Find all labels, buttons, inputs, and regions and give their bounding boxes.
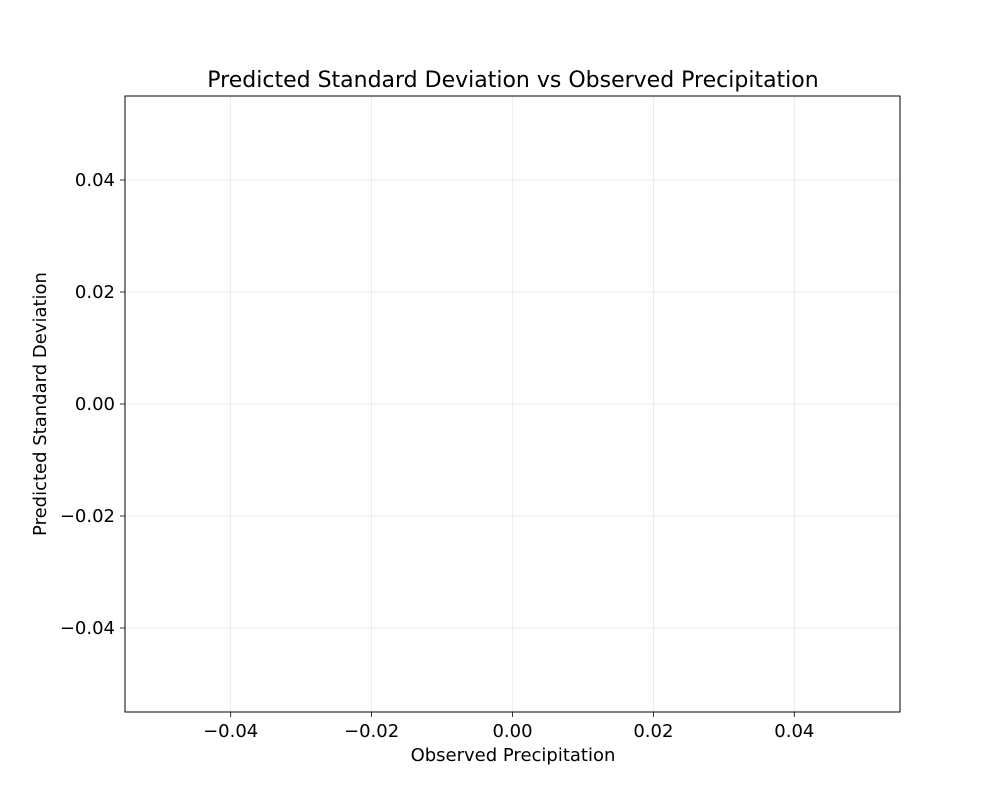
x-axis-label: Observed Precipitation (411, 745, 616, 766)
y-tick-label: −0.02 (60, 506, 115, 527)
y-axis-label: Predicted Standard Deviation (30, 272, 51, 536)
chart-title: Predicted Standard Deviation vs Observed… (207, 68, 818, 93)
y-axis-ticks: −0.04 −0.02 0.00 0.02 0.04 (60, 170, 125, 639)
x-tick-label: −0.04 (203, 721, 258, 742)
x-tick-label: 0.00 (492, 721, 532, 742)
x-tick-label: −0.02 (344, 721, 399, 742)
x-tick-label: 0.02 (633, 721, 673, 742)
y-tick-label: 0.02 (75, 282, 115, 303)
x-axis-ticks: −0.04 −0.02 0.00 0.02 0.04 (203, 712, 814, 742)
y-tick-label: 0.04 (75, 170, 115, 191)
y-tick-label: 0.00 (75, 394, 115, 415)
grid (125, 96, 900, 712)
y-tick-label: −0.04 (60, 618, 115, 639)
x-tick-label: 0.04 (774, 721, 814, 742)
